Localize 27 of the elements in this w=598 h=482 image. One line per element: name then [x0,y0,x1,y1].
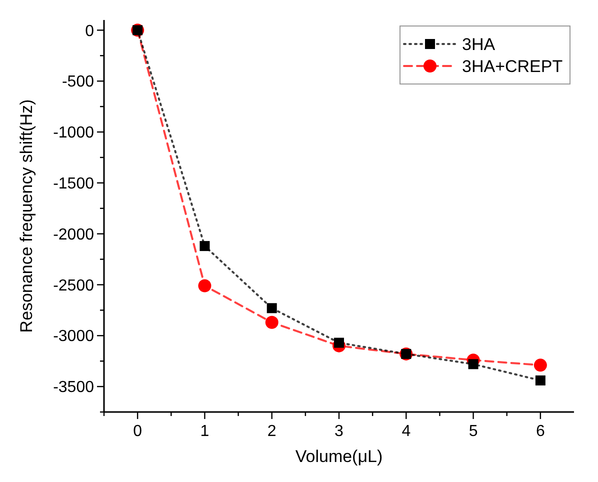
legend-label: 3HA [462,34,496,54]
point [535,375,546,386]
point [265,316,278,329]
y-tick-label: -500 [62,74,94,91]
x-tick-label: 3 [334,423,344,440]
y-tick-label: 0 [85,22,94,40]
y-tick-label: -1500 [53,176,94,193]
x-tick-label: 4 [402,423,411,440]
point [534,358,547,372]
x-tick-label: 0 [133,423,142,440]
y-tick-label: -2500 [53,277,94,294]
x-tick-label: 1 [200,423,210,440]
y-tick-label: -3000 [53,328,94,346]
legend-label: 3HA+CREPT [462,56,563,76]
point [198,279,212,292]
x-tick-label: 2 [267,423,276,440]
point [200,241,210,252]
y-tick-label: -3500 [53,379,94,396]
y-tick-label: -2000 [53,226,94,244]
x-axis-title: Volume(μL) [295,447,383,466]
point [266,303,277,314]
y-axis-title: Resonance frequency shift(Hz) [17,99,36,333]
y-tick-label: -1000 [53,124,94,142]
x-tick-label: 6 [536,423,545,440]
point [334,338,344,348]
point [468,359,478,370]
x-tick-label: 5 [468,423,478,440]
